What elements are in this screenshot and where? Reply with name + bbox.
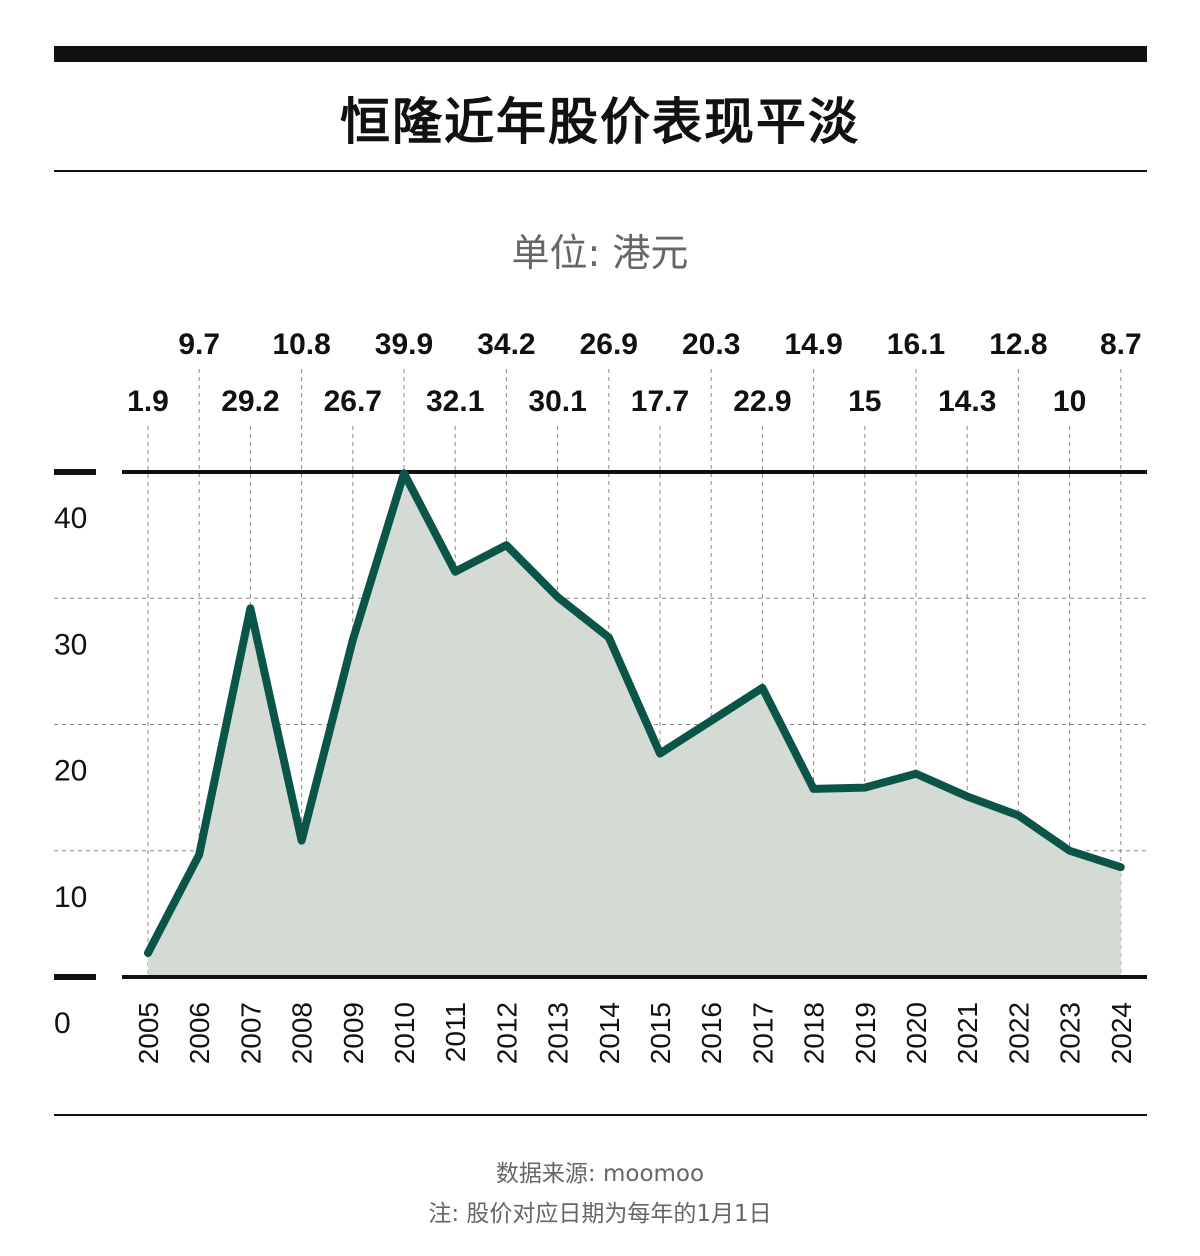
data-label-2009: 26.7 [324,385,382,418]
x-tick-label-2009: 2009 [338,1002,369,1064]
x-tick-label-2007: 2007 [235,1002,266,1064]
line-area-chart: 1.9 9.729.2 10.8 26.7 39.9 32.1 34.2 30.1 26.9 17… [54,328,1147,1064]
y-tick-label-10: 10 [54,881,87,914]
data-label-2011: 32.1 [426,385,484,418]
x-tick-label-2015: 2015 [645,1002,676,1064]
data-label-2014: 26.9 [580,328,638,361]
x-tick-label-2024: 2024 [1106,1002,1137,1064]
x-tick-label-2019: 2019 [850,1002,881,1064]
data-label-2008: 10.8 [272,328,330,361]
x-tick-label-2020: 2020 [901,1002,932,1064]
x-tick-label-2010: 2010 [389,1002,420,1064]
x-tick-label-2016: 2016 [696,1002,727,1064]
y-tick-label-20: 20 [54,755,87,788]
data-label-2019: 15 [848,385,881,418]
top-bar [54,46,1147,62]
data-label-2017: 22.9 [733,385,791,418]
date-note: 注: 股价对应日期为每年的1月1日 [428,1201,772,1227]
data-label-2016: 20.3 [682,328,740,361]
axis-lines [54,469,1147,980]
data-label-2007: 29.2 [221,385,279,418]
series-line [144,469,1125,958]
x-tick-labels: 2005 2006 2007 2008 2009 2010 2011 2012 2013 2014… [133,1002,1137,1064]
data-label-2013: 30.1 [528,385,586,418]
x-tick-label-2021: 2021 [952,1002,983,1064]
x-tick-label-2013: 2013 [543,1002,574,1064]
source-note: 数据来源: moomoo [495,1161,705,1187]
y-tick-labels: 0 10 20 30 40 [54,502,87,1040]
data-label-2012: 34.2 [477,328,535,361]
x-tick-label-2011: 2011 [440,1002,471,1062]
unit-label: 单位: 港元 [511,231,689,275]
footer-rule [54,1114,1147,1116]
x-tick-label-2014: 2014 [594,1002,625,1064]
data-label-2021: 14.3 [938,385,996,418]
x-tick-label-2017: 2017 [747,1002,778,1064]
x-tick-label-2022: 2022 [1003,1002,1034,1064]
x-tick-label-2008: 2008 [287,1002,318,1064]
x-tick-label-2018: 2018 [799,1002,830,1064]
y-tick-label-40: 40 [54,502,87,535]
data-label-2005: 1.9 [127,385,169,418]
y-tick-label-0: 0 [54,1007,71,1040]
data-label-2022: 12.8 [989,328,1047,361]
x-tick-label-2006: 2006 [184,1002,215,1064]
data-labels: 1.9 9.729.2 10.8 26.7 39.9 32.1 34.2 30.1 26.9 17… [127,328,1142,418]
x-tick-label-2023: 2023 [1055,1002,1086,1064]
data-label-2006: 9.7 [178,328,220,361]
y-tick-label-30: 30 [54,628,87,661]
data-label-2020: 16.1 [887,328,945,361]
x-tick-label-2005: 2005 [133,1002,164,1064]
title-rule [54,170,1147,172]
data-label-2023: 10 [1053,385,1086,418]
chart-title: 恒隆近年股价表现平淡 [340,93,860,151]
data-label-2010: 39.9 [375,328,433,361]
data-label-2018: 14.9 [784,328,842,361]
data-label-2024: 8.7 [1100,328,1142,361]
area-fill [148,473,1121,977]
x-tick-label-2012: 2012 [491,1002,522,1064]
data-label-2015: 17.7 [631,385,689,418]
